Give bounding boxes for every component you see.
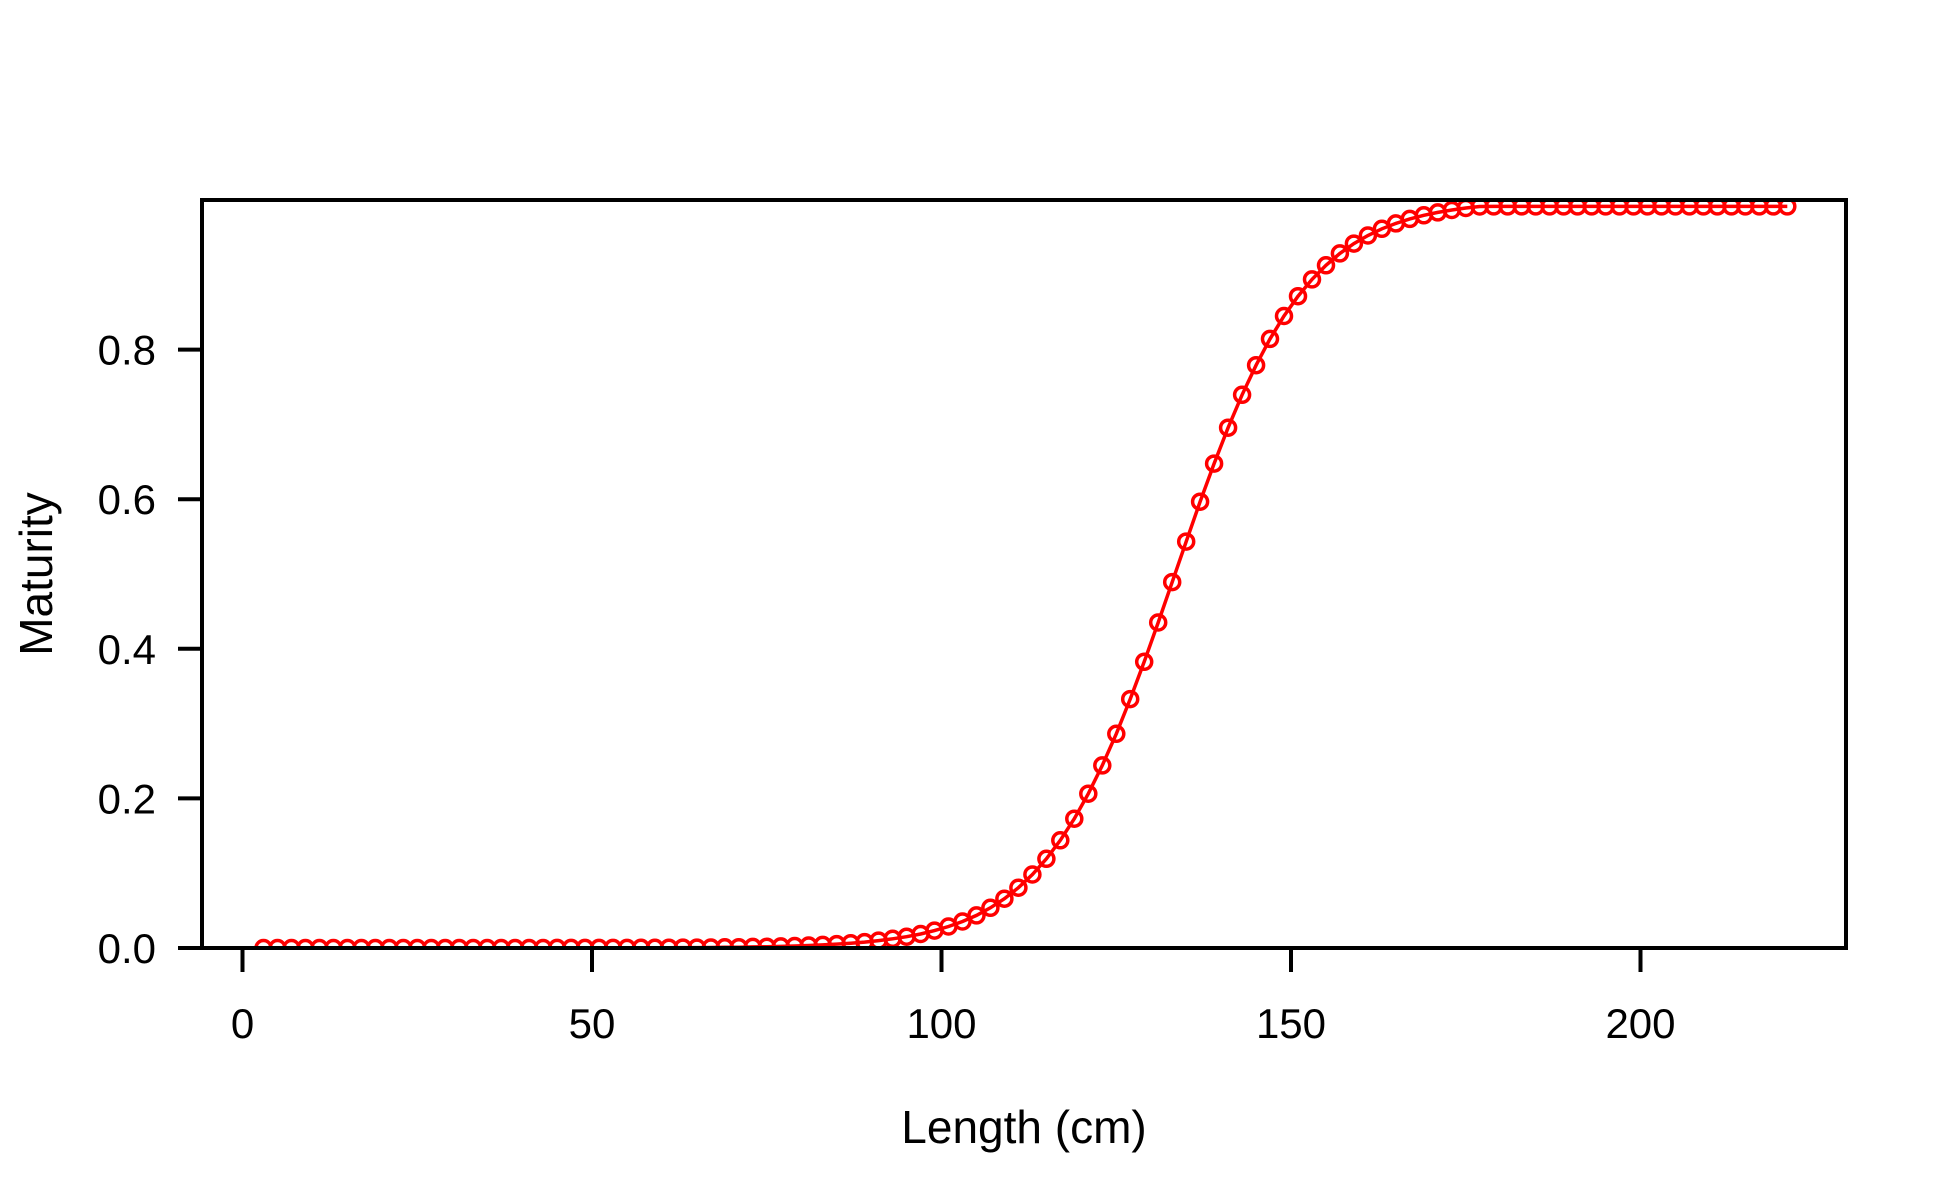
data-point-circle: [1134, 652, 1154, 672]
data-point-circle: [1232, 385, 1252, 405]
y-axis-tick-label: 0.2: [98, 775, 156, 822]
x-axis-tick-label: 100: [906, 1000, 976, 1047]
x-axis-tick-label: 200: [1605, 1000, 1675, 1047]
data-point-circle: [1176, 532, 1196, 551]
data-point-circle: [477, 938, 497, 948]
plot-border: [200, 198, 1848, 950]
data-point-circle: [519, 938, 539, 948]
data-point-circle: [995, 889, 1014, 908]
maturity-curve-line: [263, 204, 1788, 948]
data-point-circle: [268, 938, 287, 948]
data-point-circle: [533, 938, 553, 948]
x-axis-tick-label: 50: [569, 1000, 616, 1047]
data-point-circle: [296, 938, 315, 948]
data-point-circle: [1316, 256, 1336, 275]
data-point-circle: [981, 898, 1000, 918]
data-point-circle: [1107, 724, 1126, 744]
data-point-circle: [1023, 865, 1042, 884]
x-axis-title: Length (cm): [901, 1101, 1146, 1153]
data-point-circle: [282, 938, 301, 948]
x-axis-tick-label: 0: [231, 1000, 254, 1047]
data-point-circle: [435, 938, 455, 948]
data-point-circle: [366, 938, 385, 948]
axes: 0 50 100 150 200 0.0 0.2 0.4 0.6 0.8: [98, 327, 1676, 1047]
data-point-circle: [1246, 355, 1266, 375]
data-point-circle: [1120, 689, 1140, 709]
data-point-circle: [1190, 492, 1210, 511]
data-point-circle: [1218, 418, 1238, 437]
data-point-circle: [352, 938, 371, 948]
data-point-circle: [408, 938, 427, 948]
data-point-circle: [1009, 878, 1028, 897]
data-point-circle: [310, 938, 329, 948]
data-point-circle: [1037, 849, 1056, 869]
data-point-circle: [449, 938, 469, 948]
data-point-circle: [1274, 306, 1294, 326]
y-axis-tick-label: 0.8: [98, 327, 156, 374]
y-axis-title: Maturity: [10, 492, 62, 656]
y-axis-tick-label: 0.6: [98, 476, 156, 523]
data-point-circle: [338, 938, 357, 948]
data-point-circle: [1330, 244, 1350, 263]
data-point-circle: [1344, 234, 1364, 253]
data-point-circle: [1065, 809, 1084, 828]
data-point-circle: [1358, 226, 1378, 245]
data-point-circle: [422, 938, 441, 948]
maturity-series: [254, 200, 1797, 948]
data-point-circle: [1162, 572, 1182, 592]
data-point-circle: [1302, 270, 1322, 289]
data-point-circle: [1288, 286, 1308, 306]
data-point-circle: [1260, 329, 1280, 349]
data-point-circle: [324, 938, 343, 948]
data-point-circle: [380, 938, 399, 948]
data-point-circle: [1051, 831, 1070, 850]
x-axis-tick-label: 150: [1256, 1000, 1326, 1047]
data-point-circle: [1093, 756, 1112, 775]
y-axis-tick-label: 0.0: [98, 925, 156, 972]
data-point-circle: [491, 938, 511, 948]
data-point-circle: [1148, 613, 1168, 632]
data-point-circle: [967, 906, 986, 925]
data-point-circle: [394, 938, 413, 948]
data-point-circle: [463, 938, 483, 948]
data-point-circle: [1079, 784, 1098, 803]
data-point-circle: [1204, 454, 1224, 473]
data-point-circle: [254, 938, 273, 948]
data-point-circle: [1778, 200, 1797, 216]
y-axis-tick-label: 0.4: [98, 626, 156, 673]
data-point-circle: [505, 938, 525, 948]
